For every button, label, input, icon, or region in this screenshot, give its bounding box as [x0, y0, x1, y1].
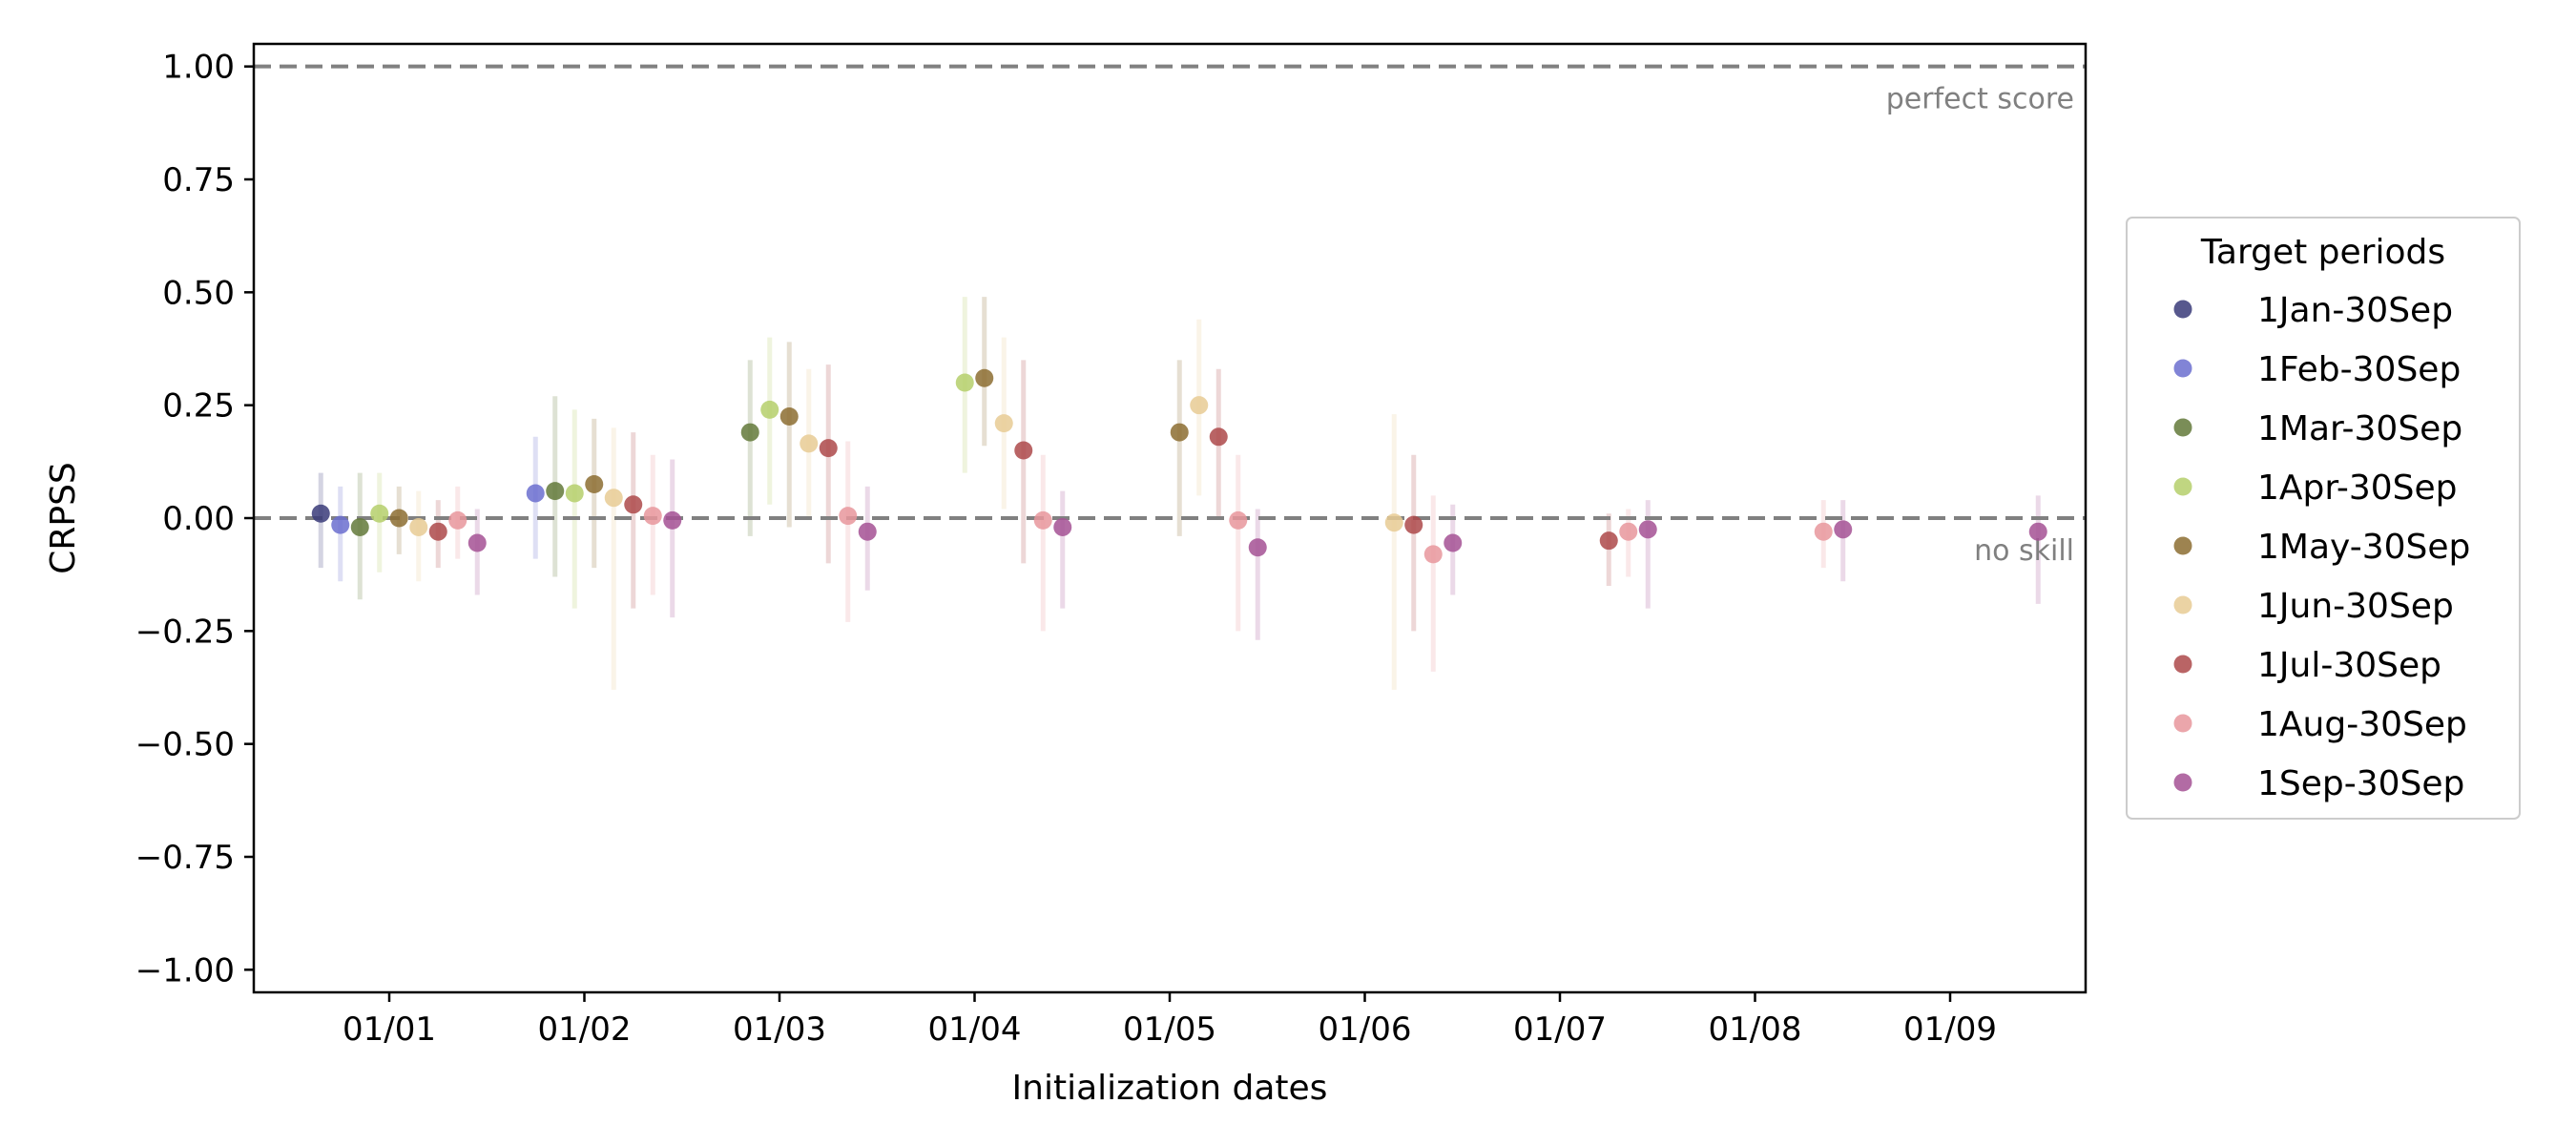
data-point-6-2: [819, 439, 838, 458]
y-axis-label: CRPSS: [44, 462, 83, 574]
legend-marker-3: [2173, 477, 2192, 496]
data-point-7-6: [1619, 522, 1638, 541]
data-point-5-1: [604, 489, 623, 508]
data-point-8-7: [1834, 520, 1853, 539]
data-point-8-8: [2028, 522, 2047, 541]
data-point-1-0: [331, 515, 350, 534]
legend-box: [2126, 217, 2521, 820]
x-tick-label-2: 01/03: [733, 1010, 826, 1049]
legend-marker-2: [2173, 418, 2192, 437]
reference-line-label-0: perfect score: [1886, 83, 2074, 116]
data-point-6-1: [624, 495, 643, 514]
data-point-7-0: [448, 510, 467, 530]
legend-title: Target periods: [2200, 233, 2445, 272]
data-point-4-4: [1170, 423, 1189, 442]
y-tick-label-2: −0.50: [135, 726, 235, 764]
x-tick-label-3: 01/04: [928, 1010, 1022, 1049]
data-point-4-1: [585, 475, 604, 493]
legend-label-0: 1Jan-30Sep: [2257, 291, 2453, 330]
legend-label-8: 1Sep-30Sep: [2257, 764, 2464, 803]
data-point-7-3: [1033, 510, 1052, 530]
x-tick-label-7: 01/08: [1709, 1010, 1802, 1049]
data-point-4-2: [779, 407, 799, 426]
data-point-8-4: [1248, 538, 1267, 557]
data-point-6-5: [1404, 515, 1423, 534]
legend-marker-7: [2173, 714, 2192, 733]
data-point-5-5: [1384, 513, 1403, 532]
y-tick-label-3: −0.25: [135, 613, 235, 651]
data-point-5-2: [800, 434, 819, 453]
data-point-5-0: [409, 517, 428, 536]
legend: Target periods 1Jan-30Sep 1Feb-30Sep 1Mar-…: [2126, 217, 2521, 820]
data-point-8-5: [1444, 533, 1463, 552]
data-point-8-2: [858, 522, 877, 541]
data-point-3-0: [370, 504, 389, 523]
x-axis: 01/01 01/02 01/03 01/04 01/05 01/06 01/07 01/08…: [343, 992, 1997, 1049]
data-point-6-4: [1209, 427, 1228, 447]
data-point-3-2: [760, 400, 779, 419]
data-point-5-4: [1190, 396, 1209, 415]
data-point-3-3: [955, 373, 974, 392]
legend-marker-6: [2173, 655, 2192, 674]
x-tick-label-5: 01/06: [1319, 1010, 1412, 1049]
data-point-4-0: [389, 509, 408, 528]
data-point-5-3: [994, 414, 1013, 433]
data-point-8-6: [1638, 520, 1657, 539]
legend-label-3: 1Apr-30Sep: [2257, 468, 2458, 508]
legend-items: 1Jan-30Sep 1Feb-30Sep 1Mar-30Sep 1Apr-30Sep…: [2173, 291, 2470, 803]
y-tick-label-7: 0.75: [162, 161, 235, 199]
data-point-7-1: [643, 507, 662, 526]
y-tick-label-5: 0.25: [162, 387, 235, 426]
data-point-7-4: [1229, 510, 1248, 530]
legend-label-6: 1Jul-30Sep: [2257, 646, 2441, 685]
y-tick-label-4: 0.00: [162, 500, 235, 538]
data-point-6-0: [428, 522, 447, 541]
legend-label-7: 1Aug-30Sep: [2257, 705, 2467, 744]
x-tick-label-1: 01/02: [538, 1010, 632, 1049]
x-tick-label-0: 01/01: [343, 1010, 436, 1049]
legend-label-4: 1May-30Sep: [2257, 528, 2470, 567]
y-axis: −1.00 −0.75 −0.50 −0.25 0.00 0.25 0.50 0.75 1.00: [135, 49, 254, 989]
data-point-7-2: [839, 507, 858, 526]
legend-marker-1: [2173, 359, 2192, 378]
data-point-2-2: [740, 423, 759, 442]
data-point-8-0: [467, 533, 487, 552]
legend-label-2: 1Mar-30Sep: [2257, 409, 2462, 448]
data-point-2-0: [350, 517, 369, 536]
data-point-4-3: [975, 368, 994, 387]
legend-label-1: 1Feb-30Sep: [2257, 350, 2461, 389]
y-tick-label-1: −0.75: [135, 839, 235, 877]
data-point-8-1: [663, 510, 682, 530]
data-point-6-3: [1014, 441, 1033, 460]
y-tick-label-6: 0.50: [162, 274, 235, 312]
y-tick-label-8: 1.00: [162, 49, 235, 87]
legend-marker-4: [2173, 536, 2192, 555]
x-tick-label-8: 01/09: [1903, 1010, 1997, 1049]
data-point-7-7: [1814, 522, 1833, 541]
legend-label-5: 1Jun-30Sep: [2257, 587, 2454, 626]
data-point-8-3: [1053, 517, 1072, 536]
legend-marker-0: [2173, 300, 2192, 319]
data-point-1-1: [526, 484, 545, 503]
data-point-2-1: [546, 482, 565, 501]
point-layer: [311, 368, 2047, 564]
reference-line-layer: perfect score no skill: [254, 64, 2086, 568]
data-point-7-5: [1423, 545, 1443, 564]
data-point-3-1: [565, 484, 584, 503]
x-tick-label-4: 01/05: [1123, 1010, 1216, 1049]
legend-marker-8: [2173, 773, 2192, 792]
y-tick-label-0: −1.00: [135, 951, 235, 989]
x-tick-label-6: 01/07: [1513, 1010, 1607, 1049]
x-axis-label: Initialization dates: [1012, 1069, 1328, 1108]
data-point-6-6: [1599, 531, 1618, 551]
reference-line-label-1: no skill: [1974, 534, 2074, 568]
data-point-0-0: [311, 504, 330, 523]
legend-marker-5: [2173, 595, 2192, 614]
